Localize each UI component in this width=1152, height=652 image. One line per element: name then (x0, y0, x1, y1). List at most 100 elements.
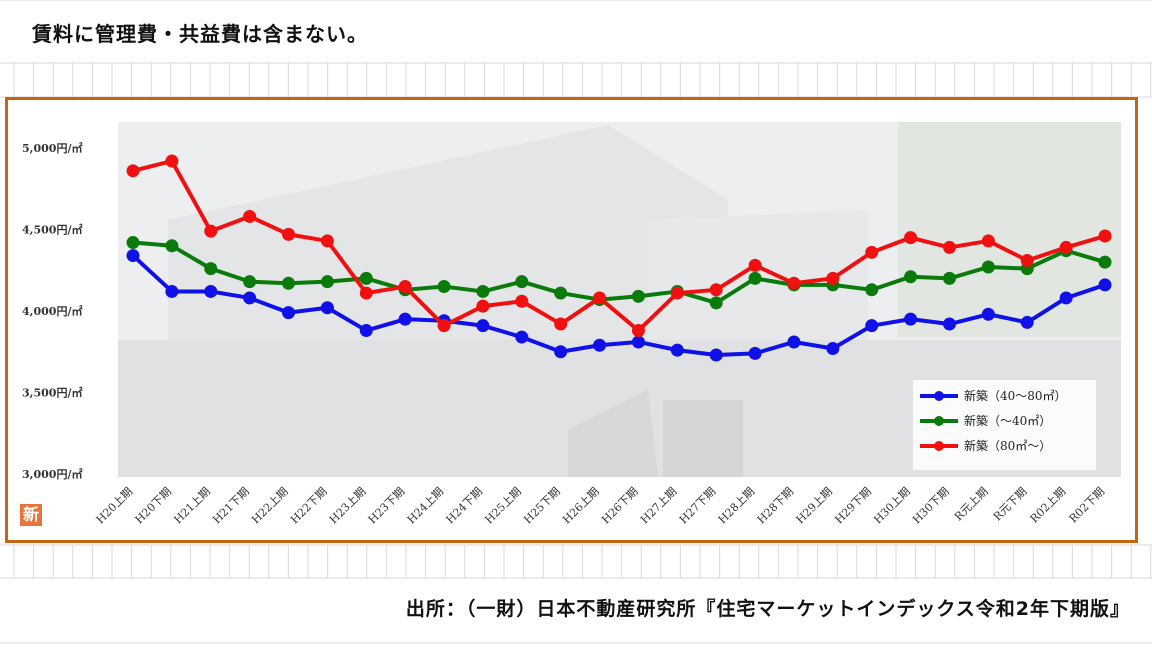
data-point (826, 341, 840, 355)
x-tick-label: H23下期 (366, 485, 407, 526)
source-citation: 出所：（一財）日本不動産研究所『住宅マーケットインデックス令和2年下期版』 (405, 598, 1130, 620)
x-tick-label: H20下期 (133, 485, 174, 526)
data-point (437, 280, 451, 294)
data-point (593, 291, 607, 305)
x-tick-label: H26上期 (560, 485, 601, 526)
data-point (320, 301, 334, 315)
data-point (981, 234, 995, 248)
data-point (204, 224, 218, 238)
x-tick-label: H30下期 (910, 485, 951, 526)
data-point (787, 276, 801, 290)
data-point (515, 294, 529, 308)
x-tick-label: H22下期 (288, 485, 329, 526)
data-point (554, 286, 568, 300)
data-point (942, 317, 956, 331)
data-point (320, 275, 334, 289)
x-tick-label: H28下期 (755, 485, 796, 526)
data-point (359, 271, 373, 285)
data-point (554, 317, 568, 331)
data-point (826, 271, 840, 285)
rent-note: 賃料に管理費・共益費は含まない。 (32, 22, 368, 46)
data-point (476, 284, 490, 298)
data-point (204, 262, 218, 276)
data-point (631, 324, 645, 338)
legend-label: 新築（～40㎡） (964, 413, 1051, 428)
data-point (126, 249, 140, 263)
data-point (476, 299, 490, 313)
x-tick-label: H25上期 (482, 485, 523, 526)
data-point (165, 284, 179, 298)
data-point (165, 239, 179, 253)
data-point (709, 283, 723, 297)
data-point (748, 346, 762, 360)
y-tick-label: 3,000円/㎡ (22, 467, 82, 481)
x-tick-label: H23上期 (327, 485, 368, 526)
x-tick-label: H29下期 (832, 485, 873, 526)
data-point (942, 271, 956, 285)
data-point (748, 258, 762, 272)
data-point (204, 284, 218, 298)
y-tick-label: 5,000円/㎡ (22, 141, 82, 155)
chart-frame: 3,000円/㎡ 3,500円/㎡ 4,000円/㎡ 4,500円/㎡ 5,000円/㎡… (5, 97, 1138, 543)
x-tick-label: H20上期 (94, 485, 135, 526)
data-point (787, 335, 801, 349)
x-tick-label: H29上期 (794, 485, 835, 526)
x-tick-label: H27上期 (638, 485, 679, 526)
legend: 新築（40～80㎡） 新築（～40㎡） 新築（80㎡～） (913, 380, 1096, 470)
data-point (904, 270, 918, 284)
photo-trees (898, 122, 1121, 337)
series-2 (126, 154, 1112, 338)
data-point (282, 227, 296, 241)
x-tick-label: R02上期 (1028, 485, 1069, 526)
data-point (709, 296, 723, 310)
data-point (243, 275, 257, 289)
series-0 (126, 249, 1112, 362)
x-tick-label: H27下期 (677, 485, 718, 526)
data-point (670, 286, 684, 300)
x-tick-label: H24上期 (405, 485, 446, 526)
x-tick-label: R元下期 (991, 485, 1029, 523)
data-point (865, 245, 879, 259)
data-point (126, 164, 140, 178)
legend-swatch-marker (934, 391, 944, 401)
data-point (1020, 253, 1034, 267)
data-point (554, 345, 568, 359)
photo-stairs (568, 390, 658, 477)
data-point (1098, 229, 1112, 243)
data-point (904, 231, 918, 245)
legend-swatch-marker (934, 416, 944, 426)
x-tick-label: H24下期 (444, 485, 485, 526)
x-tick-label: H30上期 (871, 485, 912, 526)
data-point (981, 260, 995, 274)
y-tick-label: 4,000円/㎡ (22, 304, 82, 318)
x-tick-label: H25下期 (521, 485, 562, 526)
data-point (748, 271, 762, 285)
data-point (437, 319, 451, 333)
data-point (1020, 315, 1034, 329)
series-line (131, 254, 1106, 358)
y-axis: 3,000円/㎡ 3,500円/㎡ 4,000円/㎡ 4,500円/㎡ 5,000円/㎡ (22, 141, 82, 481)
data-point (1059, 291, 1073, 305)
y-tick-label: 4,500円/㎡ (22, 223, 82, 237)
x-axis: H20上期H20下期H21上期H21下期H22上期H22下期H23上期H23下期… (94, 485, 1107, 526)
data-point (282, 306, 296, 320)
data-point (865, 283, 879, 297)
data-point (631, 289, 645, 303)
data-point (359, 286, 373, 300)
new-badge-icon: 新 (20, 504, 42, 526)
series-line (132, 159, 1106, 333)
data-point (593, 338, 607, 352)
data-point (709, 348, 723, 362)
data-point (1098, 278, 1112, 292)
data-point (1059, 240, 1073, 254)
data-point (398, 312, 412, 326)
data-point (165, 154, 179, 168)
data-point (1098, 255, 1112, 269)
data-point (243, 209, 257, 223)
x-tick-label: H21上期 (171, 485, 212, 526)
data-point (398, 280, 412, 294)
x-tick-label: H21下期 (210, 485, 251, 526)
legend-label: 新築（40～80㎡） (964, 388, 1067, 403)
data-point (631, 335, 645, 349)
data-point (865, 319, 879, 333)
